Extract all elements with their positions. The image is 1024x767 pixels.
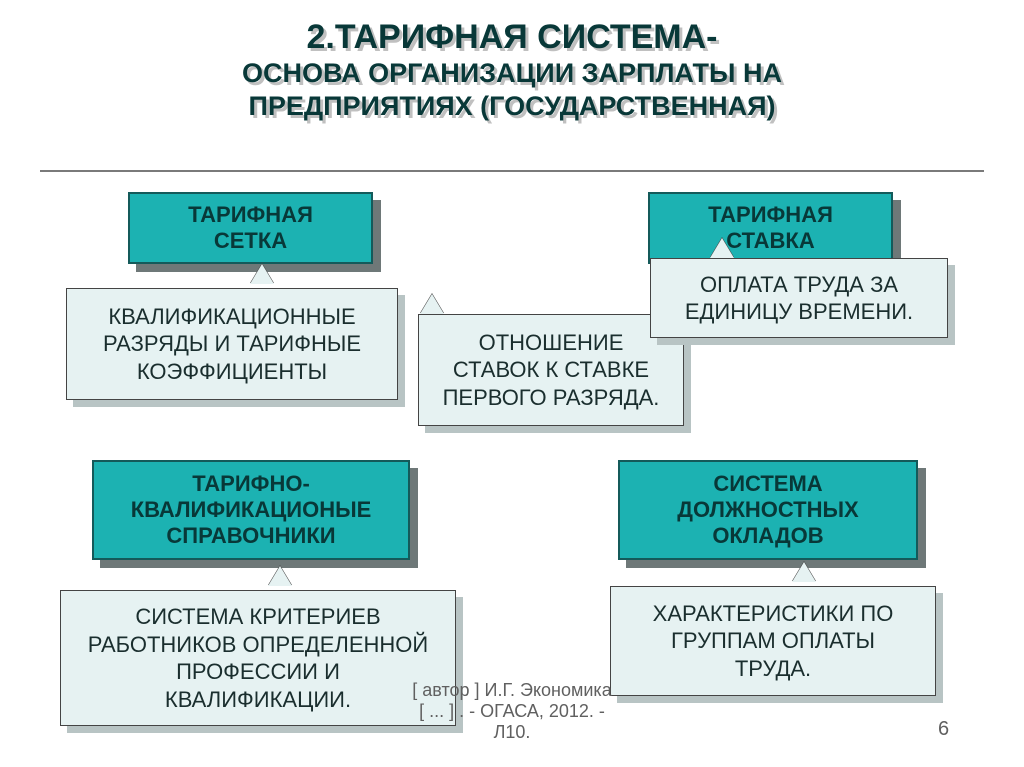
footer-line-2: [ ... ] . - ОГАСА, 2012. - <box>412 701 611 722</box>
box-tariff_rate: ТАРИФНАЯ СТАВКА <box>648 192 893 264</box>
callout-criteria: СИСТЕМА КРИТЕРИЕВ РАБОТНИКОВ ОПРЕДЕЛЕННО… <box>60 590 456 726</box>
callout-tail-group_char <box>792 562 816 582</box>
horizontal-rule <box>40 170 984 172</box>
callout-ratio: ОТНОШЕНИЕ СТАВОК К СТАВКЕ ПЕРВОГО РАЗРЯД… <box>418 314 684 426</box>
box-salary_system: СИСТЕМА ДОЛЖНОСТНЫХ ОКЛАДОВ <box>618 460 918 560</box>
footer-text: [ автор ] И.Г. Экономика [ ... ] . - ОГА… <box>412 680 611 743</box>
box-handbooks: ТАРИФНО- КВАЛИФИКАЦИОНЫЕ СПРАВОЧНИКИ <box>92 460 410 560</box>
callout-tail-ratio <box>420 294 444 314</box>
callout-time_unit: ОПЛАТА ТРУДА ЗА ЕДИНИЦУ ВРЕМЕНИ. <box>650 258 948 338</box>
footer-line-1: [ автор ] И.Г. Экономика <box>412 680 611 701</box>
box-tariff_grid: ТАРИФНАЯ СЕТКА <box>128 192 373 264</box>
callout-tail-criteria <box>268 566 292 586</box>
page-number: 6 <box>938 718 949 741</box>
title-main: 2.ТАРИФНАЯ СИСТЕМА- <box>72 20 952 56</box>
footer-line-3: Л10. <box>412 722 611 743</box>
callout-tail-qualif <box>250 264 274 284</box>
callout-tail-time_unit <box>710 238 734 258</box>
slide-title: 2.ТАРИФНАЯ СИСТЕМА- ОСНОВА ОРГАНИЗАЦИИ З… <box>72 20 952 122</box>
title-sub-1: ОСНОВА ОРГАНИЗАЦИИ ЗАРПЛАТЫ НА <box>72 58 952 89</box>
title-sub-2: ПРЕДПРИЯТИЯХ (ГОСУДАРСТВЕННАЯ) <box>72 91 952 122</box>
callout-qualif: КВАЛИФИКАЦИОННЫЕ РАЗРЯДЫ И ТАРИФНЫЕ КОЭФ… <box>66 288 398 400</box>
slide: 2.ТАРИФНАЯ СИСТЕМА- ОСНОВА ОРГАНИЗАЦИИ З… <box>0 0 1024 767</box>
callout-group_char: ХАРАКТЕРИСТИКИ ПО ГРУППАМ ОПЛАТЫ ТРУДА. <box>610 586 936 696</box>
